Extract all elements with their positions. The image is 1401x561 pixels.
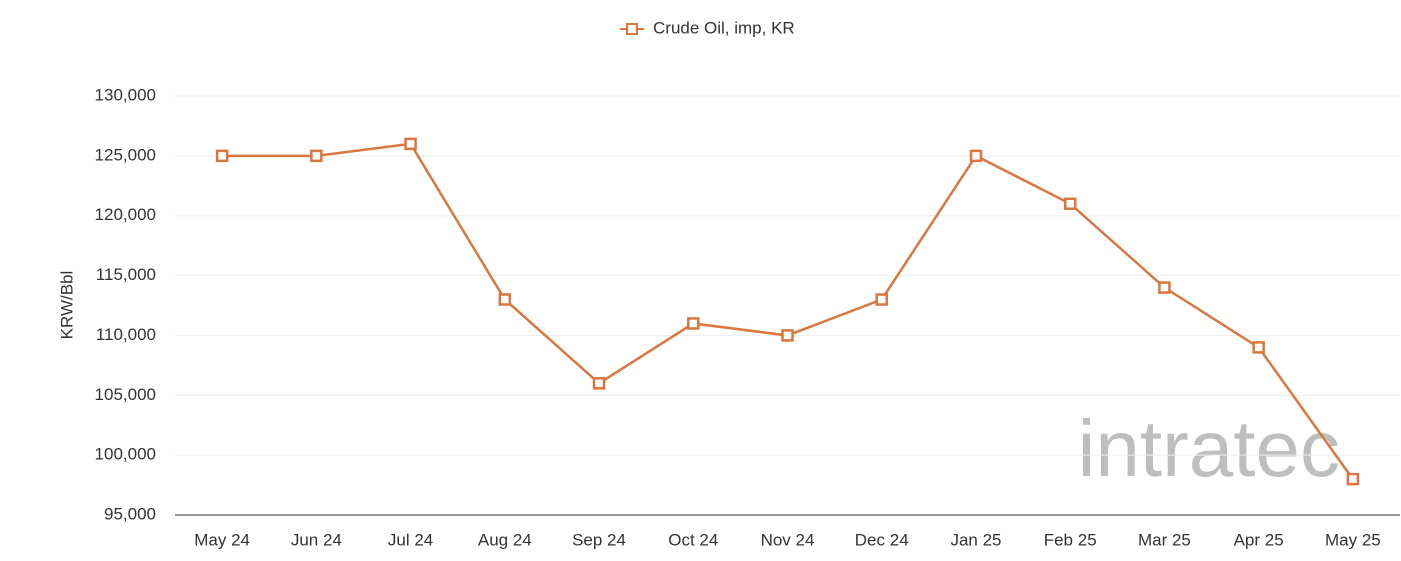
x-tick-label: Nov 24 <box>761 530 815 549</box>
y-axis-label: KRW/Bbl <box>57 271 76 340</box>
x-tick-label: Aug 24 <box>478 530 532 549</box>
legend-marker <box>626 23 638 35</box>
y-tick-label: 95,000 <box>104 504 156 523</box>
marker <box>1346 472 1360 486</box>
y-tick-label: 105,000 <box>95 385 156 404</box>
y-tick-label: 100,000 <box>95 445 156 464</box>
marker <box>687 317 700 330</box>
x-tick-label: Oct 24 <box>668 530 718 549</box>
marker <box>875 293 888 306</box>
marker <box>404 137 417 151</box>
marker <box>1063 197 1077 210</box>
y-tick-label: 110,000 <box>96 325 156 344</box>
marker <box>310 149 323 163</box>
marker <box>498 293 512 306</box>
x-tick-label: Mar 25 <box>1138 530 1191 549</box>
watermark: intratec <box>1078 404 1340 493</box>
x-tick-label: May 25 <box>1325 530 1381 549</box>
y-tick-label: 115,000 <box>96 265 156 284</box>
marker <box>1158 281 1171 294</box>
x-tick-label: Jul 24 <box>388 530 433 549</box>
marker <box>592 377 606 390</box>
x-tick-label: Apr 25 <box>1234 530 1284 549</box>
x-tick-label: Jan 25 <box>950 530 1001 549</box>
marker <box>1252 341 1265 354</box>
x-tick-label: Dec 24 <box>855 530 909 549</box>
marker <box>781 329 794 342</box>
x-tick-label: Jun 24 <box>291 530 342 549</box>
y-tick-label: 130,000 <box>95 85 156 104</box>
marker <box>969 149 983 163</box>
x-tick-label: Sep 24 <box>572 530 626 549</box>
x-tick-label: Feb 25 <box>1044 530 1097 549</box>
y-tick-label: 120,000 <box>95 205 156 224</box>
marker <box>215 149 229 163</box>
x-tick-label: May 24 <box>194 530 250 549</box>
legend-label: Crude Oil, imp, KR <box>653 18 795 37</box>
y-tick-label: 125,000 <box>95 145 156 164</box>
